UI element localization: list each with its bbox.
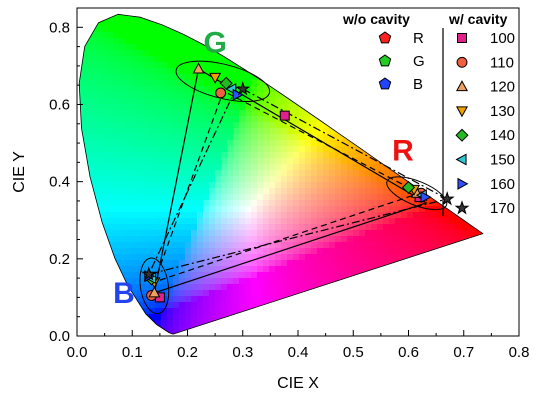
x-tick-label: 0.2 bbox=[177, 344, 198, 361]
ellipse-red bbox=[386, 176, 448, 211]
legend-marker-120 bbox=[455, 80, 469, 92]
legend-marker-170 bbox=[454, 200, 470, 215]
chromaticity-color-fill bbox=[79, 14, 483, 335]
gamut-triangle-dashdot bbox=[147, 85, 449, 276]
legend-label-170: 170 bbox=[490, 200, 515, 217]
gamut-triangle-dash bbox=[153, 90, 422, 283]
x-tick-label: 0.0 bbox=[67, 344, 88, 361]
marker-160-g bbox=[232, 88, 244, 101]
legend-label-160: 160 bbox=[490, 176, 515, 193]
legend-marker-r bbox=[378, 31, 392, 44]
y-tick-label: 0.4 bbox=[49, 174, 70, 191]
y-axis-title: CIE Y bbox=[11, 151, 28, 193]
legend-series-title: w/ cavity bbox=[448, 11, 508, 27]
legend-marker-g bbox=[378, 54, 392, 67]
spectral-locus bbox=[78, 13, 484, 335]
marker-160-r bbox=[420, 191, 432, 204]
y-tick-label: 0.8 bbox=[49, 19, 70, 36]
legend-marker-110 bbox=[456, 56, 468, 68]
legend: w/o cavity w/ cavity RGB1001101201301401… bbox=[342, 11, 515, 217]
legend-groups-title: w/o cavity bbox=[342, 11, 410, 27]
x-tick-label: 0.1 bbox=[122, 344, 143, 361]
axes: 0.0 0.1 0.2 0.3 0.4 0.5 0.6 0.7 0.8 0.0 0.2 0.4 0.6 0… bbox=[49, 19, 529, 361]
marker-120-g bbox=[192, 62, 205, 74]
gamut-triangles bbox=[147, 68, 449, 294]
legend-label-g: G bbox=[413, 53, 425, 70]
legend-label-r: R bbox=[413, 30, 424, 47]
x-tick-label: 0.5 bbox=[343, 344, 364, 361]
legend-marker-b bbox=[378, 77, 392, 90]
ellipse-blue bbox=[139, 257, 170, 315]
x-tick-label: 0.3 bbox=[232, 344, 253, 361]
marker-120-b bbox=[148, 286, 161, 298]
annotation-g: G bbox=[203, 26, 226, 59]
legend-label-150: 150 bbox=[490, 152, 515, 169]
legend-label-b: B bbox=[413, 76, 423, 93]
color-annotations: G R B bbox=[113, 26, 414, 310]
legend-marker-150 bbox=[455, 153, 467, 166]
legend-marker-140 bbox=[455, 128, 469, 142]
x-tick-label: 0.7 bbox=[453, 344, 474, 361]
x-tick-label: 0.8 bbox=[509, 344, 530, 361]
marker-170-b bbox=[141, 266, 157, 281]
legend-label-120: 120 bbox=[490, 79, 515, 96]
y-tick-label: 0.2 bbox=[49, 251, 70, 268]
data-markers bbox=[141, 62, 455, 303]
legend-label-140: 140 bbox=[490, 127, 515, 144]
legend-label-110: 110 bbox=[490, 54, 514, 71]
legend-marker-130 bbox=[455, 106, 469, 118]
y-tick-label: 0.0 bbox=[49, 328, 70, 345]
x-tick-label: 0.6 bbox=[398, 344, 419, 361]
legend-label-130: 130 bbox=[490, 103, 515, 120]
marker-100-g bbox=[279, 110, 290, 121]
x-tick-label: 0.4 bbox=[288, 344, 309, 361]
annotation-b: B bbox=[113, 277, 135, 310]
x-axis-title: CIE X bbox=[277, 375, 319, 392]
legend-marker-100 bbox=[457, 33, 467, 43]
y-tick-label: 0.6 bbox=[49, 96, 70, 113]
annotation-r: R bbox=[392, 134, 414, 167]
gamut-triangle-solid bbox=[153, 68, 428, 294]
marker-170-g bbox=[235, 81, 251, 96]
marker-110-g bbox=[215, 87, 227, 99]
legend-marker-160 bbox=[457, 177, 469, 190]
marker-140-r bbox=[401, 180, 416, 194]
marker-130-g bbox=[209, 72, 222, 84]
legend-label-100: 100 bbox=[490, 30, 515, 47]
